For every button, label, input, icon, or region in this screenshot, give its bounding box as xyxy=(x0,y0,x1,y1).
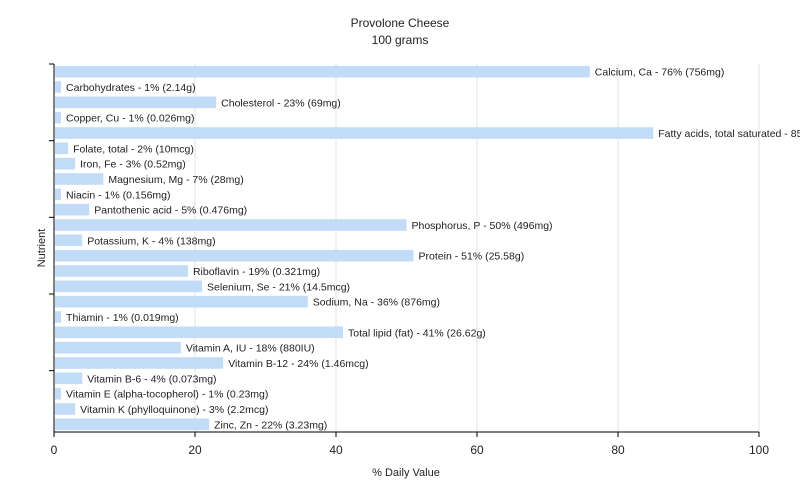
bar-label: Thiamin - 1% (0.019mg) xyxy=(66,312,179,324)
bar-label: Vitamin K (phylloquinone) - 3% (2.2mcg) xyxy=(80,404,268,416)
bar xyxy=(55,111,62,124)
bar-label: Pantothenic acid - 5% (0.476mg) xyxy=(94,205,247,217)
x-tick-label: 60 xyxy=(470,443,484,457)
bar-label: Copper, Cu - 1% (0.026mg) xyxy=(66,113,194,125)
bar-label: Zinc, Zn - 22% (3.23mg) xyxy=(214,419,327,431)
bar xyxy=(55,372,83,385)
bar xyxy=(55,418,210,431)
x-tick-labels: 0 20 40 60 80 100 xyxy=(51,443,770,457)
bar xyxy=(55,387,62,400)
chart-title: Provolone Cheese xyxy=(351,16,450,30)
bar-label: Vitamin E (alpha-tocopherol) - 1% (0.23m… xyxy=(66,389,268,401)
x-tick-label: 100 xyxy=(749,443,769,457)
bar-label: Magnesium, Mg - 7% (28mg) xyxy=(108,174,243,186)
x-tick-label: 80 xyxy=(611,443,625,457)
bar-label: Calcium, Ca - 76% (756mg) xyxy=(595,67,725,79)
bar xyxy=(55,81,62,93)
bar xyxy=(55,127,654,139)
bar-label: Vitamin A, IU - 18% (880IU) xyxy=(186,343,315,355)
bar xyxy=(55,326,344,339)
grid-lines xyxy=(194,64,760,432)
bar xyxy=(55,403,76,415)
bar xyxy=(55,357,224,369)
bar-labels: Calcium, Ca - 76% (756mg) Carbohydrates -… xyxy=(66,67,800,432)
bar-label: Carbohydrates - 1% (2.14g) xyxy=(66,82,196,94)
bar-label: Folate, total - 2% (10mcg) xyxy=(73,143,194,155)
bar-label: Phosphorus, P - 50% (496mg) xyxy=(412,220,553,232)
bar xyxy=(55,203,90,216)
chart-subtitle: 100 grams xyxy=(372,33,429,47)
bar-label: Fatty acids, total saturated - 85% (17.0… xyxy=(658,128,800,140)
bar xyxy=(55,188,62,201)
bar xyxy=(55,96,217,109)
bar xyxy=(55,341,181,354)
bar xyxy=(55,65,590,78)
bar-label: Iron, Fe - 3% (0.52mg) xyxy=(80,159,186,171)
bar xyxy=(55,311,62,323)
x-axis-label: % Daily Value xyxy=(372,467,440,479)
bar-label: Potassium, K - 4% (138mg) xyxy=(87,235,215,247)
bar xyxy=(55,280,203,293)
bar xyxy=(55,265,188,277)
bar xyxy=(55,219,407,231)
bar-label: Vitamin B-12 - 24% (1.46mcg) xyxy=(228,358,368,370)
bar-label: Sodium, Na - 36% (876mg) xyxy=(313,297,440,309)
bar xyxy=(55,295,308,308)
bar-label: Cholesterol - 23% (69mg) xyxy=(221,97,341,109)
x-tick-label: 0 xyxy=(51,443,58,457)
bars xyxy=(55,65,654,431)
bar xyxy=(55,249,414,262)
bar-label: Total lipid (fat) - 41% (26.62g) xyxy=(348,327,486,339)
bar-label: Selenium, Se - 21% (14.5mcg) xyxy=(207,281,350,293)
x-tick-label: 20 xyxy=(188,443,202,457)
bar xyxy=(55,157,76,170)
bar-label: Protein - 51% (25.58g) xyxy=(419,251,525,263)
y-axis-label: Nutrient xyxy=(36,229,48,268)
bar-label: Niacin - 1% (0.156mg) xyxy=(66,189,170,201)
bar xyxy=(55,234,83,247)
bar-label: Vitamin B-6 - 4% (0.073mg) xyxy=(87,373,216,385)
x-tick-label: 40 xyxy=(329,443,343,457)
bar xyxy=(55,142,69,155)
axes xyxy=(49,63,760,437)
bar-label: Riboflavin - 19% (0.321mg) xyxy=(193,266,320,278)
bar xyxy=(55,173,104,185)
